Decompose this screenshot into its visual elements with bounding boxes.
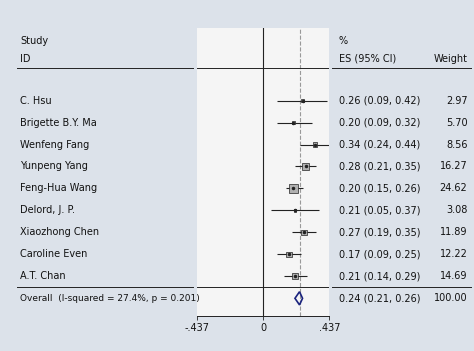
Text: 11.89: 11.89 xyxy=(440,227,467,237)
Text: 12.22: 12.22 xyxy=(439,249,467,259)
Text: Overall  (I-squared = 27.4%, p = 0.201): Overall (I-squared = 27.4%, p = 0.201) xyxy=(20,294,200,303)
Text: 3.08: 3.08 xyxy=(446,205,467,216)
Text: Xiaozhong Chen: Xiaozhong Chen xyxy=(20,227,99,237)
Text: 0.28 (0.21, 0.35): 0.28 (0.21, 0.35) xyxy=(339,161,420,172)
Text: %: % xyxy=(339,36,348,46)
Text: Caroline Even: Caroline Even xyxy=(20,249,88,259)
Text: Feng-Hua Wang: Feng-Hua Wang xyxy=(20,184,97,193)
Text: ID: ID xyxy=(20,54,31,64)
Text: 5.70: 5.70 xyxy=(446,118,467,127)
Text: 2.97: 2.97 xyxy=(446,95,467,106)
Text: 0.20 (0.09, 0.32): 0.20 (0.09, 0.32) xyxy=(339,118,420,127)
Text: 0.34 (0.24, 0.44): 0.34 (0.24, 0.44) xyxy=(339,140,420,150)
FancyBboxPatch shape xyxy=(302,163,309,170)
Text: 0.20 (0.15, 0.26): 0.20 (0.15, 0.26) xyxy=(339,184,420,193)
Text: 0.27 (0.19, 0.35): 0.27 (0.19, 0.35) xyxy=(339,227,420,237)
Text: 0.21 (0.14, 0.29): 0.21 (0.14, 0.29) xyxy=(339,271,420,282)
Text: 100.00: 100.00 xyxy=(434,293,467,303)
Text: 8.56: 8.56 xyxy=(446,140,467,150)
Text: Brigette B.Y. Ma: Brigette B.Y. Ma xyxy=(20,118,97,127)
FancyBboxPatch shape xyxy=(292,273,298,279)
Text: Yunpeng Yang: Yunpeng Yang xyxy=(20,161,88,172)
FancyBboxPatch shape xyxy=(301,230,307,235)
Text: 0.26 (0.09, 0.42): 0.26 (0.09, 0.42) xyxy=(339,95,420,106)
Text: 24.62: 24.62 xyxy=(440,184,467,193)
FancyBboxPatch shape xyxy=(293,209,296,212)
Text: 16.27: 16.27 xyxy=(440,161,467,172)
Text: 14.69: 14.69 xyxy=(440,271,467,282)
FancyBboxPatch shape xyxy=(301,99,304,102)
Text: C. Hsu: C. Hsu xyxy=(20,95,52,106)
FancyBboxPatch shape xyxy=(312,143,317,147)
Text: ES (95% CI): ES (95% CI) xyxy=(339,54,396,64)
Text: 0.17 (0.09, 0.25): 0.17 (0.09, 0.25) xyxy=(339,249,420,259)
Text: Wenfeng Fang: Wenfeng Fang xyxy=(20,140,90,150)
Text: Study: Study xyxy=(20,36,48,46)
FancyBboxPatch shape xyxy=(289,184,298,193)
FancyBboxPatch shape xyxy=(286,252,292,257)
Text: Weight: Weight xyxy=(433,54,467,64)
Text: Delord, J. P.: Delord, J. P. xyxy=(20,205,75,216)
Text: 0.21 (0.05, 0.37): 0.21 (0.05, 0.37) xyxy=(339,205,420,216)
Text: 0.24 (0.21, 0.26): 0.24 (0.21, 0.26) xyxy=(339,293,420,303)
Text: A.T. Chan: A.T. Chan xyxy=(20,271,66,282)
FancyBboxPatch shape xyxy=(292,121,295,124)
